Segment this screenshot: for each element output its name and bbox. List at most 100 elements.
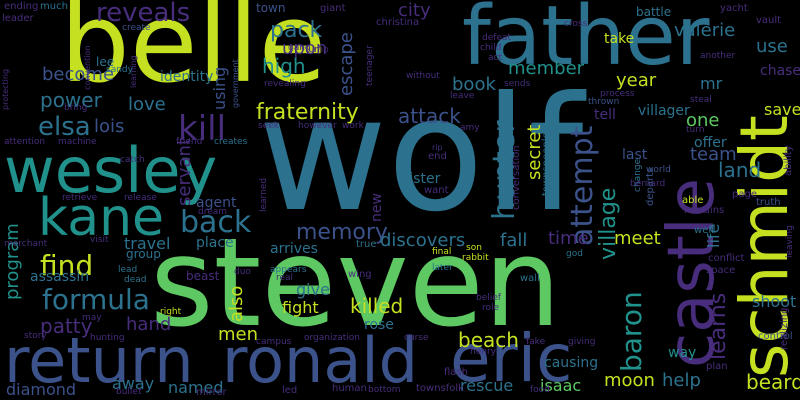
- word: giant: [320, 3, 346, 14]
- word: bring: [64, 103, 88, 113]
- word: chase: [760, 63, 800, 79]
- word: right: [160, 307, 182, 317]
- word: true: [356, 239, 377, 250]
- word: revealing: [264, 79, 306, 89]
- word: well: [694, 225, 714, 236]
- word: giving: [568, 337, 596, 347]
- word: turn: [686, 125, 705, 135]
- word: mr: [700, 74, 723, 93]
- word: without: [406, 71, 440, 81]
- word: time: [548, 228, 589, 249]
- word: father: [462, 0, 710, 84]
- word: vault: [756, 15, 782, 26]
- word: want: [424, 185, 449, 196]
- word: create: [122, 23, 151, 33]
- word: however: [298, 121, 337, 131]
- word: friend: [176, 137, 203, 147]
- word: upon: [282, 38, 328, 59]
- word: food: [530, 385, 550, 395]
- word: men: [218, 324, 259, 345]
- word: thrown: [588, 97, 620, 107]
- word: learns: [706, 292, 731, 360]
- word: isaac: [540, 376, 582, 395]
- word: story: [24, 331, 47, 341]
- word: belief: [476, 293, 501, 303]
- word: escape: [336, 32, 357, 96]
- word: travel: [124, 234, 171, 253]
- word: ending: [4, 1, 39, 12]
- word: cross: [564, 19, 588, 29]
- word: process: [600, 89, 635, 99]
- word: elsa: [38, 112, 91, 142]
- word: diamond: [6, 380, 77, 399]
- word: child: [480, 43, 502, 53]
- word: steven: [150, 212, 562, 354]
- word: convention: [83, 45, 92, 90]
- word: love: [128, 94, 166, 115]
- word: dream: [198, 207, 228, 217]
- word: may: [82, 313, 102, 323]
- word: lee: [96, 55, 115, 69]
- word: ability: [783, 145, 794, 176]
- word: reveals: [96, 0, 191, 28]
- word: high: [262, 54, 306, 78]
- word: also: [226, 285, 247, 322]
- word: world: [646, 165, 671, 175]
- word: servant: [174, 137, 195, 206]
- word: patty: [40, 314, 93, 338]
- word: amy: [460, 123, 480, 133]
- word: duo: [234, 267, 251, 277]
- word: work: [342, 121, 364, 131]
- word: bernard: [630, 179, 666, 189]
- word: town: [256, 1, 286, 15]
- word: real: [276, 273, 294, 283]
- word: assassin: [30, 269, 90, 285]
- word: save: [764, 100, 800, 119]
- word: eric: [450, 320, 573, 397]
- word: year: [616, 70, 657, 91]
- word: pack: [270, 18, 323, 43]
- word: wall: [520, 273, 540, 284]
- word: visit: [90, 235, 109, 245]
- word: human: [332, 383, 367, 394]
- word: role: [482, 303, 500, 313]
- word: group: [126, 247, 161, 261]
- word: member: [508, 58, 585, 79]
- word: page: [732, 189, 757, 200]
- word: magic: [418, 197, 449, 208]
- word: belle: [60, 0, 327, 107]
- word: fraternity: [256, 100, 359, 125]
- word: way: [668, 345, 697, 361]
- word: gang: [288, 43, 311, 53]
- word: agent: [196, 195, 237, 211]
- word: led: [282, 385, 298, 396]
- word: final: [432, 247, 452, 257]
- word: rabbit: [462, 253, 489, 263]
- word: another: [700, 51, 736, 61]
- word: tell: [594, 107, 616, 123]
- word: teenager: [365, 45, 375, 86]
- word: hunting: [90, 333, 125, 343]
- word: catch: [120, 155, 145, 165]
- word: lead: [118, 265, 138, 275]
- word: campus: [256, 337, 292, 347]
- word: space: [706, 265, 736, 276]
- word: villager: [638, 103, 690, 119]
- word: lois: [94, 116, 125, 137]
- word: retrieve: [62, 193, 98, 203]
- word: arrives: [270, 241, 318, 257]
- word: townspeople: [541, 132, 552, 196]
- word: god: [566, 249, 583, 259]
- word: truth: [756, 197, 781, 208]
- word: plan: [706, 361, 728, 372]
- word: townsfolk: [416, 383, 464, 394]
- word: wolf: [258, 63, 584, 247]
- word: attack: [398, 104, 461, 128]
- word: rose: [364, 317, 394, 333]
- word: christina: [376, 17, 420, 28]
- word: able: [682, 195, 704, 206]
- word: valerie: [674, 20, 736, 41]
- word: appears: [270, 265, 307, 275]
- word: yacht: [720, 3, 748, 14]
- word: power: [40, 88, 102, 112]
